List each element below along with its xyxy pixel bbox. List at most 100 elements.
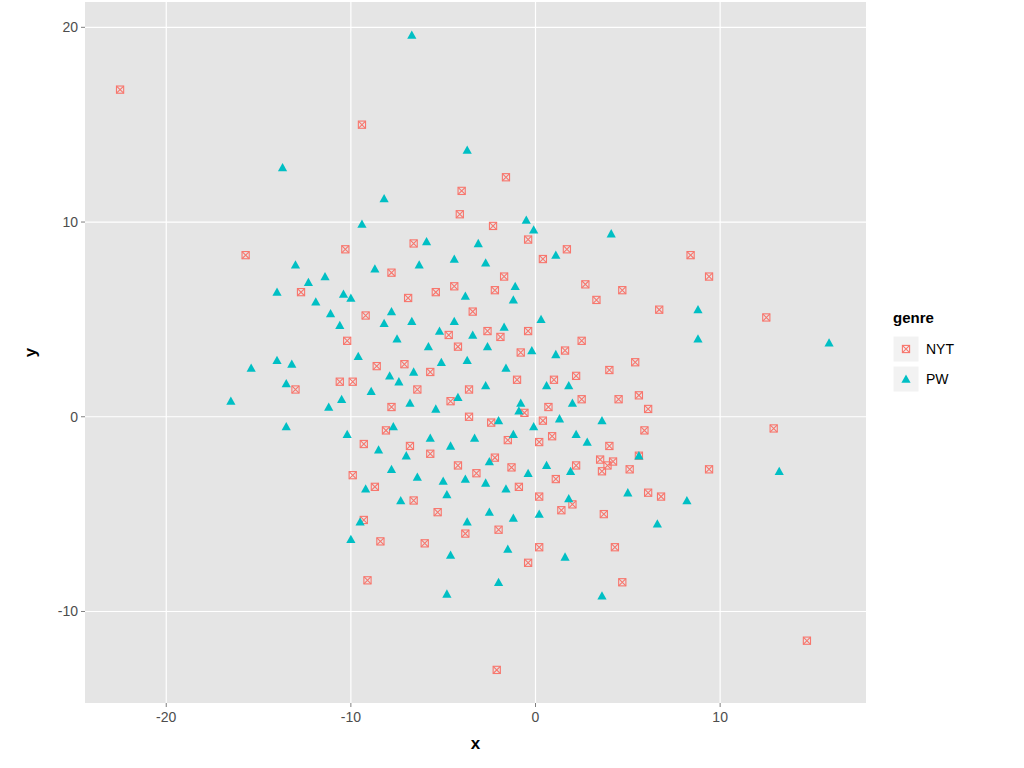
point [402,451,411,459]
point [387,465,396,473]
point [424,342,433,350]
y-tick-label: 10 [62,214,78,230]
point [468,330,477,338]
y-grid-line [85,416,866,417]
point [555,414,564,422]
point [645,405,652,412]
point [456,211,463,218]
point [524,469,533,477]
point [461,474,470,482]
point [600,511,607,518]
y-grid-line [85,611,866,612]
point [525,559,532,566]
x-grid-line [166,2,167,703]
x-axis-title: x [471,734,481,753]
point [514,406,523,414]
point [573,372,580,379]
point [356,517,365,525]
point [463,356,472,364]
point [693,334,702,342]
point [450,317,459,325]
point [409,367,418,375]
point [653,519,662,527]
point [422,237,431,245]
point [542,461,551,469]
x-tick-mark [350,703,351,707]
point [527,346,536,354]
point [442,490,451,498]
series-0 [116,86,810,673]
point [388,403,395,410]
point [389,422,398,430]
point [623,488,632,496]
point [604,462,611,469]
point [346,535,355,543]
point [803,637,810,644]
point [437,358,446,366]
point [572,430,581,438]
point [346,293,355,301]
point [619,579,626,586]
point [427,368,434,375]
point [536,493,543,500]
point [337,395,346,403]
point [657,493,664,500]
point [560,552,569,560]
point [446,441,455,449]
point [539,417,546,424]
y-grid-line [85,221,866,222]
plot-background [85,2,866,703]
point [387,307,396,315]
point [488,419,495,426]
point [421,540,428,547]
point [463,517,472,525]
point [564,494,573,502]
point [388,269,395,276]
point [770,425,777,432]
y-tick-mark [81,222,85,223]
point [606,442,613,449]
point [446,550,455,558]
point [435,326,444,334]
point [357,219,366,227]
legend-label: NYT [926,341,954,357]
point [489,222,496,229]
point [509,295,518,303]
point [427,450,434,457]
point [413,473,422,481]
point [635,392,642,399]
point [508,464,515,471]
point [619,287,626,294]
point [297,289,304,296]
x-tick-mark [720,703,721,707]
point [362,312,369,319]
point [410,497,417,504]
point [406,442,413,449]
y-tick-mark [81,416,85,417]
point [414,386,421,393]
point [517,349,524,356]
point [380,194,389,202]
point [405,294,412,301]
point [626,466,633,473]
x-grid-line [720,2,721,703]
point [632,359,639,366]
point [578,396,585,403]
point [473,470,480,477]
point [481,381,490,389]
point [501,363,510,371]
point [462,530,469,537]
point [349,472,356,479]
point [536,544,543,551]
point [292,386,299,393]
point [516,399,525,407]
point [342,246,349,253]
point [349,378,356,385]
point [656,306,663,313]
x-tick-label: -10 [341,709,361,725]
point [385,371,394,379]
point [535,510,544,518]
point [431,404,440,412]
point [405,399,414,407]
point [645,489,652,496]
